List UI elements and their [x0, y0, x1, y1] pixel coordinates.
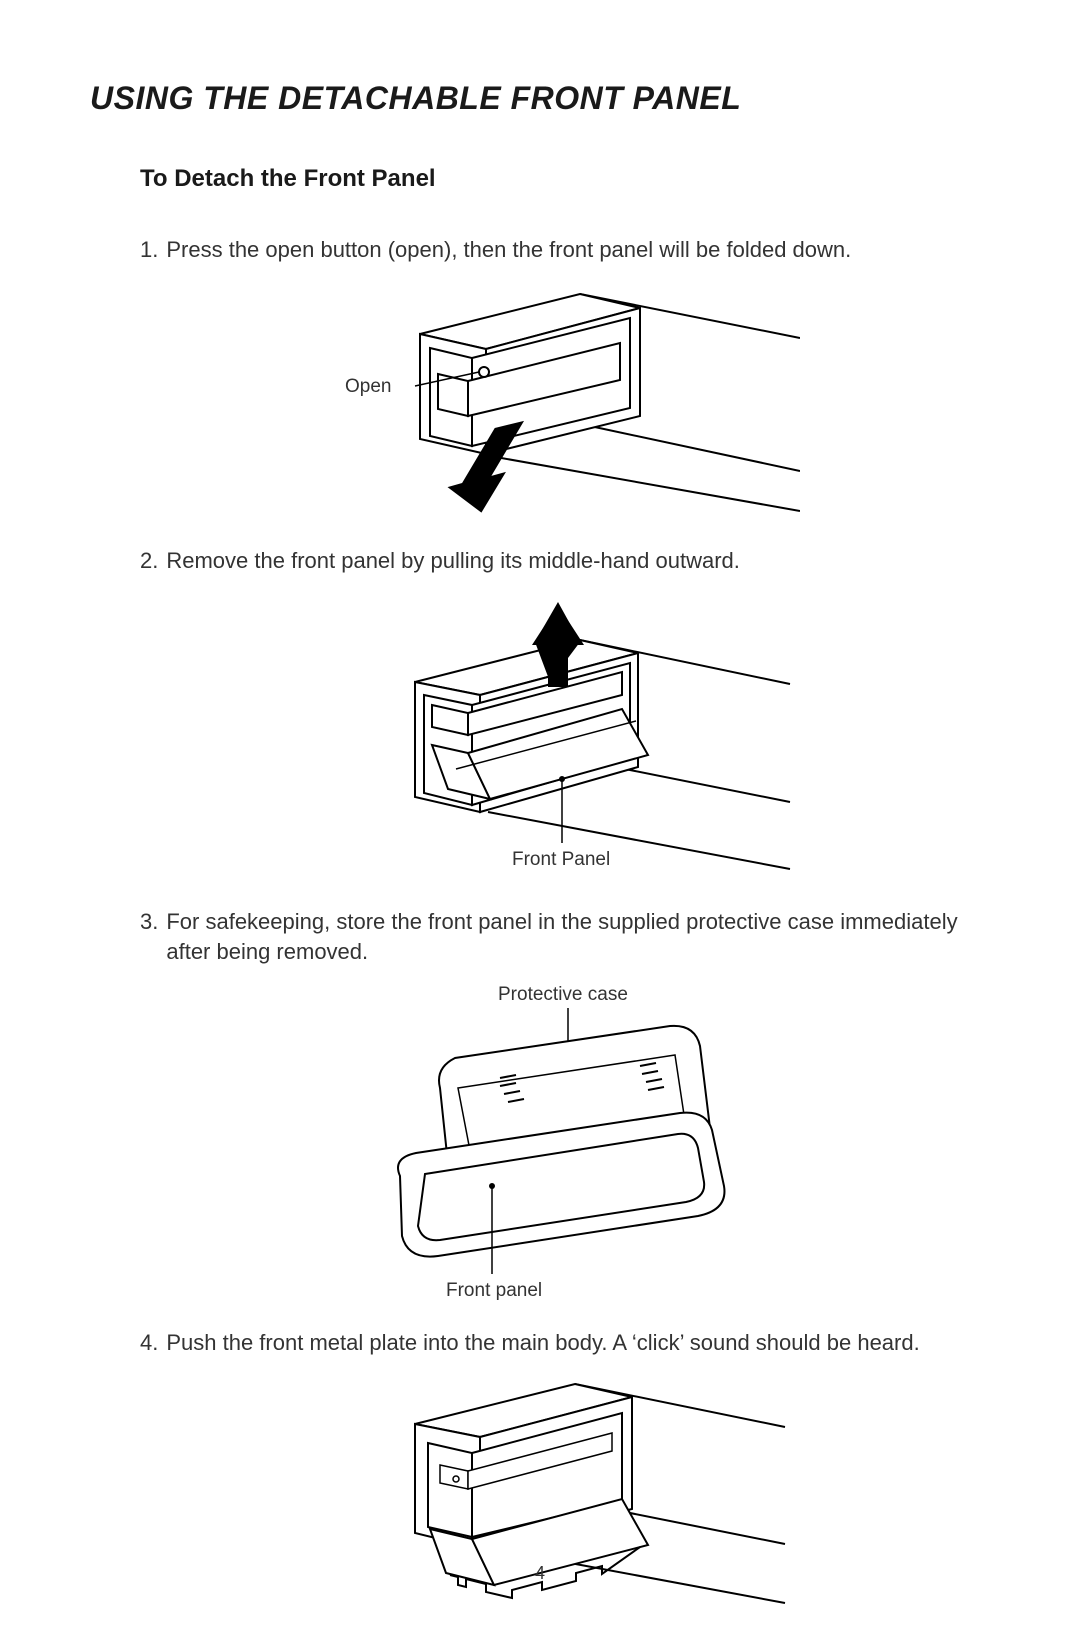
- page-number: 4: [0, 1563, 1080, 1584]
- figure-4: [90, 1369, 990, 1629]
- callout-open: Open: [345, 376, 391, 397]
- step-2-number: 2.: [140, 546, 158, 577]
- step-3-number: 3.: [140, 907, 158, 969]
- step-1: 1. Press the open button (open), then th…: [140, 235, 960, 266]
- callout-front-panel-lower: Front panel: [446, 1280, 542, 1301]
- step-1-text: Press the open button (open), then the f…: [166, 235, 960, 266]
- callout-front-panel: Front Panel: [512, 849, 610, 870]
- step-2: 2. Remove the front panel by pulling its…: [140, 546, 960, 577]
- figure-2: Front Panel: [90, 587, 990, 887]
- page-title: USING THE DETACHABLE FRONT PANEL: [90, 80, 990, 117]
- figure-1: Open: [90, 276, 990, 526]
- step-1-number: 1.: [140, 235, 158, 266]
- step-4-text: Push the front metal plate into the main…: [166, 1328, 960, 1359]
- step-4-number: 4.: [140, 1328, 158, 1359]
- step-3: 3. For safekeeping, store the front pane…: [140, 907, 960, 969]
- figure-3: Protective case Front panel: [90, 978, 990, 1308]
- step-3-text: For safekeeping, store the front panel i…: [166, 907, 960, 969]
- step-2-text: Remove the front panel by pulling its mi…: [166, 546, 960, 577]
- section-title: To Detach the Front Panel: [140, 165, 990, 193]
- step-4: 4. Push the front metal plate into the m…: [140, 1328, 960, 1359]
- callout-protective-case: Protective case: [498, 984, 628, 1005]
